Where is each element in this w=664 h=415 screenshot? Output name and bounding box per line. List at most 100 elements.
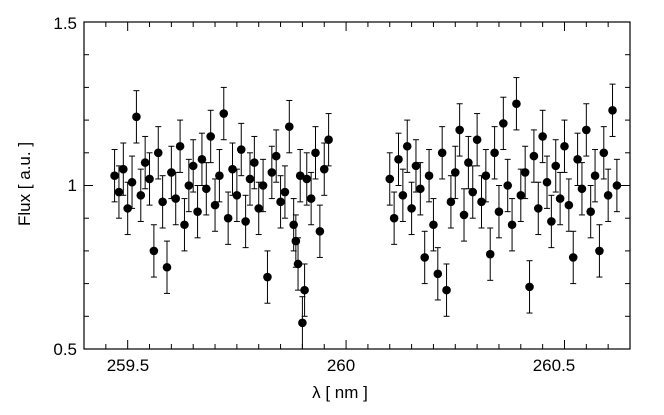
data-point [158,197,167,207]
data-point [398,191,408,200]
data-point [394,155,403,164]
data-point [464,158,473,167]
data-point [171,194,181,203]
data-point [485,249,495,259]
data-point [564,200,574,210]
data-point [298,318,307,328]
data-point [263,272,272,282]
data-point [442,285,451,295]
data-point [595,246,604,256]
data-point [300,285,309,295]
data-point [149,246,159,256]
data-point [477,197,486,207]
data-point [232,191,242,200]
data-point [219,109,229,118]
data-point [271,151,281,161]
data-point [254,204,264,213]
data-point [127,177,137,187]
data-point [529,151,539,161]
y-tick-label-2: 1 [68,176,77,195]
data-point [210,200,220,210]
data-point [140,158,150,167]
data-point [577,184,587,194]
data-point [402,141,412,151]
data-point [560,141,569,151]
data-point [525,282,534,292]
data-point [228,164,237,174]
data-point [450,168,460,177]
data-point [586,207,595,216]
data-point [293,259,303,269]
data-point [503,181,512,190]
data-point [119,164,128,174]
data-point [289,220,298,230]
data-point [551,161,561,171]
data-point [276,197,285,207]
data-point [472,135,482,145]
data-point [223,213,233,223]
data-point [520,168,530,177]
data-point [446,197,456,207]
data-point [175,141,185,151]
data-point [542,177,552,187]
data-point [603,191,613,200]
data-point [136,191,146,200]
data-point [184,181,194,190]
data-point [494,207,504,216]
data-point [590,171,600,180]
data-points-layer [110,77,622,350]
data-point [319,164,329,174]
data-point [302,174,312,184]
data-point [573,155,582,164]
data-point [407,204,416,213]
data-point [420,253,430,262]
data-point [250,158,259,167]
y-tick-label-1: 0.5 [53,340,77,359]
data-point [459,210,469,220]
data-point [499,119,508,128]
x-tick-label-1: 259.5 [107,356,150,375]
data-point [481,171,491,180]
data-point [389,213,399,223]
data-point [315,226,325,236]
data-point [437,148,447,158]
y-axis-label: Flux [ a.u. ] [15,142,34,226]
data-point [145,174,154,184]
data-point [490,148,499,158]
data-point [311,148,320,158]
data-point [424,171,434,180]
data-point [197,155,207,164]
data-point [241,217,250,226]
data-point [188,161,198,171]
data-point [114,187,124,197]
data-point [284,122,294,131]
data-point [429,220,438,230]
data-point [455,125,464,135]
data-point [153,148,163,158]
data-point [507,220,517,230]
data-point [608,105,617,115]
data-point [612,181,622,190]
data-point [547,217,556,226]
data-point [202,184,211,194]
data-point [110,171,119,180]
x-tick-label-3: 260.5 [533,356,576,375]
data-point [555,194,565,203]
data-point [411,161,421,171]
data-point [468,187,478,197]
data-point [245,174,255,184]
data-point [533,204,543,213]
x-axis-label: λ [ nm ] [312,383,368,402]
data-point [215,171,224,180]
data-point [416,184,425,194]
data-point [167,168,176,177]
data-point [538,132,547,141]
data-point [267,168,277,177]
data-point [258,181,268,190]
data-point [516,191,526,200]
data-point [324,135,333,145]
data-point [599,148,609,158]
data-point [193,207,202,216]
data-point [180,220,189,230]
